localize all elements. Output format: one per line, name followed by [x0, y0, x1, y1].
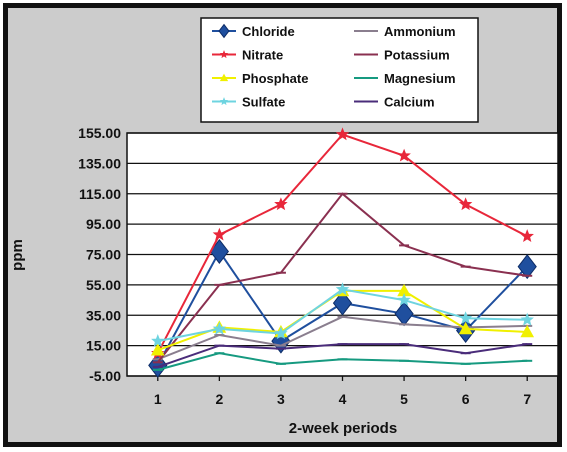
legend: Chloride Ammonium Nitrate Potassium Phosphat…: [200, 17, 479, 123]
x-tick-label: 7: [523, 391, 531, 407]
y-tick-label: 95.00: [86, 216, 121, 232]
legend-item: Nitrate: [212, 48, 283, 63]
x-tick-label: 1: [154, 391, 162, 407]
data-point: [520, 324, 535, 338]
series-potassium: [152, 192, 533, 364]
y-tick-label: -5.00: [89, 368, 121, 384]
series-sulfate: [151, 282, 534, 347]
legend-item: Magnesium: [354, 71, 456, 86]
legend-label: Phosphate: [242, 71, 308, 86]
legend-marker: [219, 73, 229, 82]
data-point: [335, 282, 350, 296]
data-point: [335, 127, 350, 141]
y-axis-label: ppm: [9, 239, 26, 271]
x-tick-label: 2: [215, 391, 223, 407]
series-layer: [148, 127, 537, 378]
data-point: [150, 343, 165, 356]
data-point: [212, 321, 227, 335]
y-tick-label: 155.00: [78, 125, 121, 141]
data-point: [151, 333, 165, 347]
legend-marker: [218, 23, 230, 39]
x-tick-label: 4: [339, 391, 347, 407]
legend-box: [200, 17, 479, 123]
y-tick-label: 55.00: [86, 277, 121, 293]
legend-label: Ammonium: [384, 24, 456, 39]
y-tick-label: 135.00: [78, 155, 121, 171]
series-calcium: [152, 343, 533, 368]
data-point: [397, 293, 411, 306]
data-point: [397, 148, 411, 162]
legend-item: Potassium: [354, 48, 450, 63]
legend-item: Chloride: [212, 23, 295, 39]
y-tick-label: 15.00: [86, 338, 121, 354]
legend-item: Phosphate: [212, 71, 308, 86]
legend-item: Sulfate: [212, 95, 285, 110]
y-tick-label: 75.00: [86, 247, 121, 263]
series-nitrate: [151, 127, 534, 359]
x-axis-label: 2-week periods: [289, 420, 397, 437]
x-tick-label: 5: [400, 391, 408, 407]
legend-label: Chloride: [242, 24, 295, 39]
y-tick-label: 115.00: [79, 186, 121, 202]
legend-label: Nitrate: [242, 48, 283, 63]
data-point: [274, 197, 288, 211]
data-point: [458, 197, 473, 211]
legend-marker: [219, 50, 229, 59]
data-point: [332, 290, 353, 316]
legend-marker: [219, 97, 229, 106]
data-point: [274, 326, 288, 340]
x-tick-label: 6: [462, 391, 470, 407]
series-magnesium: [152, 352, 533, 371]
x-tick-labels: 1 2 3 4 5 6 7: [154, 376, 531, 407]
legend-item: Ammonium: [354, 24, 456, 39]
legend-label: Calcium: [384, 95, 435, 110]
data-point: [520, 312, 534, 326]
data-point: [458, 311, 473, 324]
y-tick-label: 35.00: [86, 307, 121, 323]
data-point: [394, 301, 414, 327]
data-point: [458, 321, 473, 335]
data-point: [517, 254, 537, 280]
data-point: [520, 229, 534, 242]
legend-label: Potassium: [384, 48, 450, 63]
x-tick-label: 3: [277, 391, 285, 407]
legend-label: Sulfate: [242, 95, 285, 110]
legend-item: Calcium: [354, 95, 435, 110]
data-point: [212, 227, 227, 241]
y-tick-labels: -5.00 15.00 35.00 55.00 75.00 95.00 115.00 135.…: [78, 125, 121, 384]
legend-label: Magnesium: [384, 71, 456, 86]
